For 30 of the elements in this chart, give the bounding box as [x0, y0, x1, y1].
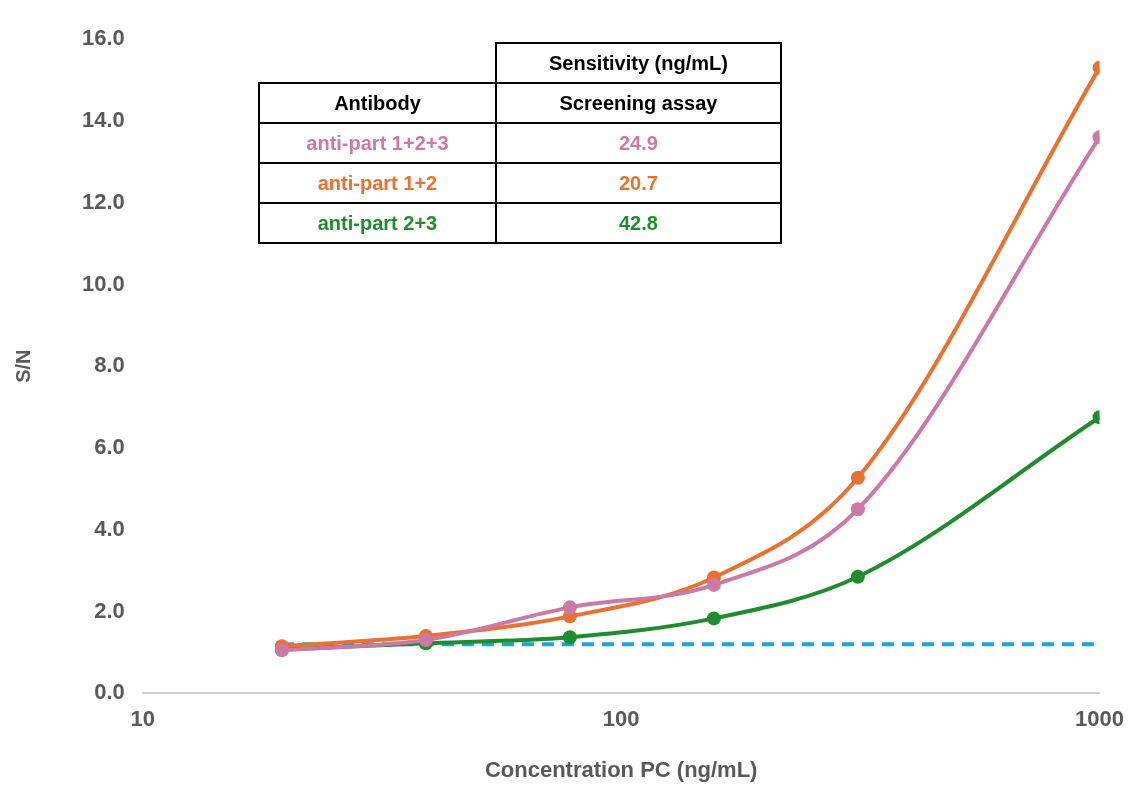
y-tick-label: 2.0 — [94, 597, 125, 623]
y-axis-title: S/N — [11, 349, 34, 383]
x-axis-title: Concentration PC (ng/mL) — [484, 756, 758, 782]
point — [562, 630, 577, 645]
x-tick-label: 100 — [602, 706, 640, 732]
y-tick-label: 12.0 — [81, 188, 125, 214]
text: anti-part 1+2 — [317, 171, 438, 194]
x-tick-label: 10 — [130, 706, 156, 732]
y-tick-label: 6.0 — [94, 434, 125, 460]
annotation: Screening assay — [495, 83, 781, 123]
point — [850, 502, 865, 517]
y-tick-label: 10.0 — [81, 270, 125, 296]
text: anti-part 2+3 — [317, 211, 438, 234]
point — [850, 569, 865, 584]
y-tick-label: 4.0 — [94, 515, 125, 541]
y-tick-label: 16.0 — [81, 25, 125, 51]
annotation: 20.7 — [495, 163, 781, 203]
annotation: Sensitivity (ng/mL) — [495, 43, 781, 83]
point — [850, 470, 865, 485]
annotation: 24.9 — [495, 123, 781, 163]
text: anti-part 1+2+3 — [306, 131, 449, 154]
point — [706, 611, 721, 626]
annotation: Antibody — [259, 83, 496, 123]
y-tick-label: 8.0 — [94, 352, 125, 378]
y-tick-label: 14.0 — [81, 107, 125, 133]
point — [562, 600, 577, 615]
y-tick-label: 0.0 — [94, 679, 125, 705]
x-tick-label: 1000 — [1075, 706, 1125, 732]
point — [706, 577, 721, 592]
annotation: 42.8 — [495, 203, 781, 243]
